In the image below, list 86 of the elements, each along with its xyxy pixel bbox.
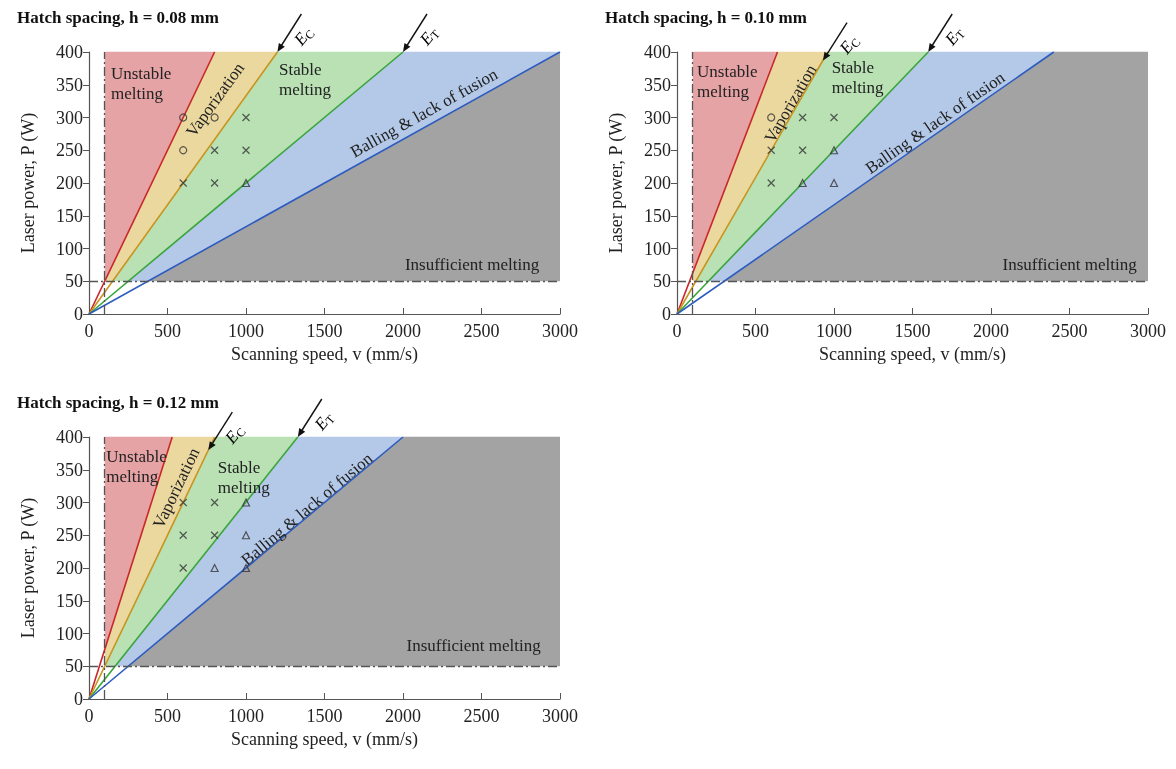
x-tick-label: 1500 — [306, 321, 343, 341]
y-tick-label: 350 — [56, 459, 83, 480]
x-tick-label: 3000 — [1130, 321, 1166, 341]
annotation: Unstable melting — [697, 62, 762, 102]
point — [829, 113, 839, 122]
y-tick-label: 350 — [56, 74, 83, 95]
point — [179, 563, 188, 573]
annotation: Stable melting — [831, 58, 885, 98]
point — [179, 531, 188, 540]
y-tick-label: 400 — [56, 427, 83, 447]
point — [210, 563, 219, 573]
point — [829, 146, 839, 155]
y-tick-label: 400 — [56, 42, 83, 62]
y-tick-label: 150 — [56, 205, 83, 226]
y-tick-label: 100 — [644, 238, 671, 259]
chart-title: Hatch spacing, h = 0.10 mm — [605, 8, 807, 27]
annotation: ET — [415, 26, 444, 50]
point — [210, 146, 219, 155]
chart-title: Hatch spacing, h = 0.12 mm — [17, 393, 219, 412]
point — [241, 146, 251, 155]
annotation: Insufficient melting — [406, 635, 542, 655]
x-tick-label: 2000 — [385, 321, 421, 341]
y-tick-label: 250 — [56, 525, 83, 546]
point — [210, 178, 219, 188]
x-tick-label: 500 — [154, 321, 181, 341]
annotation: Stable melting — [278, 59, 332, 99]
y-tick-label: 0 — [662, 304, 671, 324]
annotation: EC — [220, 425, 249, 449]
point — [798, 178, 807, 188]
x-tick-label: 3000 — [542, 706, 578, 726]
x-tick-label: 1500 — [306, 706, 343, 726]
annotation: Insufficient melting — [1002, 255, 1138, 275]
x-tick-label: 2000 — [973, 321, 1009, 341]
y-tick-label: 100 — [56, 238, 83, 259]
point — [210, 498, 219, 507]
x-tick-label: 500 — [742, 321, 769, 341]
x-tick-label: 2500 — [463, 706, 500, 726]
point — [241, 178, 251, 188]
annotation: Insufficient melting — [404, 254, 540, 274]
y-tick-label: 150 — [644, 205, 671, 226]
y-tick-label: 50 — [653, 271, 671, 292]
y-tick-label: 50 — [65, 656, 83, 677]
y-tick-label: 150 — [56, 590, 83, 611]
x-tick-label: 3000 — [542, 321, 578, 341]
annotation: ET — [310, 411, 339, 435]
x-axis-title: Scanning speed, v (mm/s) — [819, 343, 1006, 365]
y-tick-label: 50 — [65, 271, 83, 292]
chart-title: Hatch spacing, h = 0.08 mm — [17, 8, 219, 27]
x-tick-label: 1000 — [228, 706, 264, 726]
point — [767, 146, 776, 155]
annotation: ET — [940, 26, 969, 50]
y-tick-label: 300 — [56, 492, 83, 513]
y-tick-label: 0 — [74, 304, 83, 324]
x-tick-label: 2500 — [1051, 321, 1088, 341]
y-tick-label: 350 — [644, 74, 671, 95]
y-tick-label: 100 — [56, 623, 83, 644]
y-axis-title: Laser power, P (W) — [606, 112, 627, 254]
y-tick-label: 0 — [74, 689, 83, 709]
point — [798, 146, 807, 155]
y-tick-label: 200 — [56, 173, 83, 193]
y-tick-label: 250 — [56, 140, 83, 161]
x-tick-label: 1000 — [816, 321, 852, 341]
point — [767, 178, 776, 188]
y-tick-label: 250 — [644, 140, 671, 161]
y-axis-title: Laser power, P (W) — [18, 497, 39, 639]
x-tick-label: 1500 — [894, 321, 931, 341]
annotation: EC — [835, 35, 864, 59]
x-axis-title: Scanning speed, v (mm/s) — [231, 728, 418, 750]
x-tick-label: 1000 — [228, 321, 264, 341]
x-tick-label: 2000 — [385, 706, 421, 726]
point — [179, 178, 188, 188]
y-tick-label: 400 — [644, 42, 671, 62]
y-tick-label: 200 — [56, 558, 83, 578]
x-axis-title: Scanning speed, v (mm/s) — [231, 343, 418, 365]
annotation: Unstable melting — [110, 63, 176, 103]
y-tick-label: 200 — [644, 173, 671, 193]
y-tick-label: 300 — [56, 107, 83, 128]
x-tick-label: 2500 — [463, 321, 500, 341]
point — [210, 531, 219, 540]
point — [829, 178, 839, 188]
y-tick-label: 300 — [644, 107, 671, 128]
x-tick-label: 500 — [154, 706, 181, 726]
point — [241, 498, 251, 507]
annotation: EC — [289, 27, 318, 50]
point — [179, 146, 188, 155]
y-axis-title: Laser power, P (W) — [18, 112, 39, 254]
